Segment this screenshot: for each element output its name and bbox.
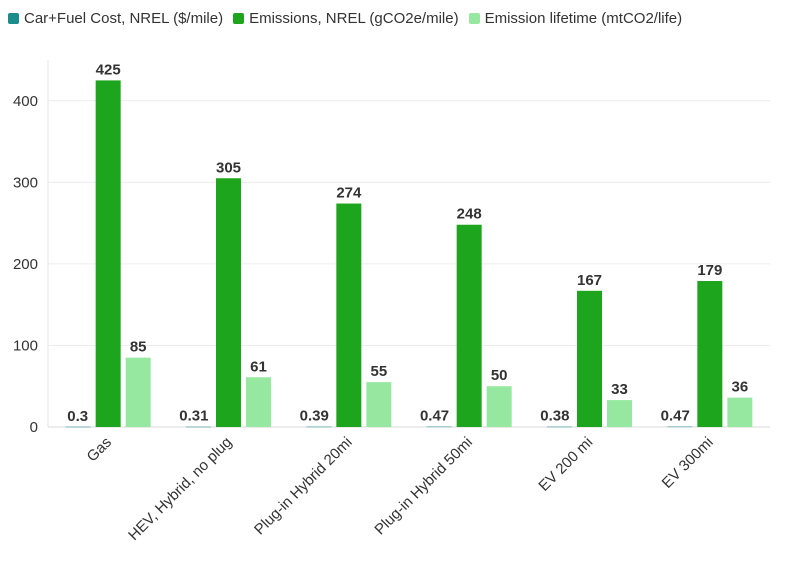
bar[interactable]: [306, 426, 332, 428]
y-tick-label: 200: [13, 256, 38, 273]
y-tick-label: 400: [13, 93, 38, 110]
data-label: 85: [130, 339, 147, 356]
data-label: 0.47: [420, 408, 449, 425]
bar[interactable]: [607, 400, 632, 427]
data-label: 36: [731, 379, 748, 396]
x-tick-label: EV 300mi: [659, 434, 717, 492]
legend-swatch-lifetime: [468, 13, 480, 24]
data-label: 55: [370, 363, 387, 380]
legend-item-lifetime[interactable]: Emission lifetime (mtCO2/life): [468, 10, 683, 27]
legend-item-emissions[interactable]: Emissions, NREL (gCO2e/mile): [233, 10, 459, 27]
bar[interactable]: [667, 426, 693, 428]
bar[interactable]: [216, 178, 241, 427]
data-label: 425: [96, 61, 121, 78]
data-label: 0.31: [179, 408, 208, 425]
legend-swatch-cost: [8, 13, 19, 24]
data-label: 305: [216, 159, 241, 176]
data-label: 0.3: [67, 408, 88, 425]
data-label: 248: [457, 206, 482, 223]
x-tick-label: Plug-in Hybrid 50mi: [371, 434, 476, 539]
x-tick-label: HEV, Hybrid, no plug: [125, 434, 235, 544]
bar[interactable]: [186, 426, 211, 428]
data-label: 50: [491, 367, 508, 384]
y-tick-label: 100: [13, 337, 38, 354]
legend-item-cost[interactable]: Car+Fuel Cost, NREL ($/mile): [8, 10, 223, 27]
x-tick-label: Plug-in Hybrid 20mi: [251, 434, 356, 539]
bar[interactable]: [577, 290, 602, 427]
data-label: 33: [611, 381, 628, 398]
x-tick-label: EV 200 mi: [535, 434, 596, 495]
y-tick-label: 0: [30, 419, 38, 436]
data-label: 61: [250, 358, 267, 375]
bar[interactable]: [336, 203, 362, 427]
bar[interactable]: [366, 382, 392, 427]
bar[interactable]: [125, 357, 151, 427]
x-tick-label: Gas: [84, 434, 115, 465]
data-label: 179: [697, 262, 722, 279]
bar[interactable]: [486, 386, 512, 427]
legend-label-emissions: Emissions, NREL (gCO2e/mile): [249, 10, 459, 27]
bar[interactable]: [246, 377, 271, 427]
data-label: 167: [577, 272, 602, 289]
legend-swatch-emissions: [233, 13, 245, 24]
bar[interactable]: [547, 426, 572, 428]
bar[interactable]: [95, 80, 121, 427]
bar[interactable]: [697, 281, 723, 427]
data-label: 0.38: [540, 408, 569, 425]
y-tick-label: 300: [13, 174, 38, 191]
legend-label-cost: Car+Fuel Cost, NREL ($/mile): [24, 10, 224, 27]
bar[interactable]: [426, 426, 452, 428]
data-label: 0.47: [661, 408, 690, 425]
bar[interactable]: [456, 224, 482, 427]
legend-label-lifetime: Emission lifetime (mtCO2/life): [484, 10, 683, 27]
legend: Car+Fuel Cost, NREL ($/mile) Emissions, …: [8, 10, 682, 27]
bar[interactable]: [65, 426, 91, 428]
bar[interactable]: [727, 397, 753, 427]
data-label: 0.39: [300, 408, 329, 425]
data-label: 274: [336, 185, 362, 202]
